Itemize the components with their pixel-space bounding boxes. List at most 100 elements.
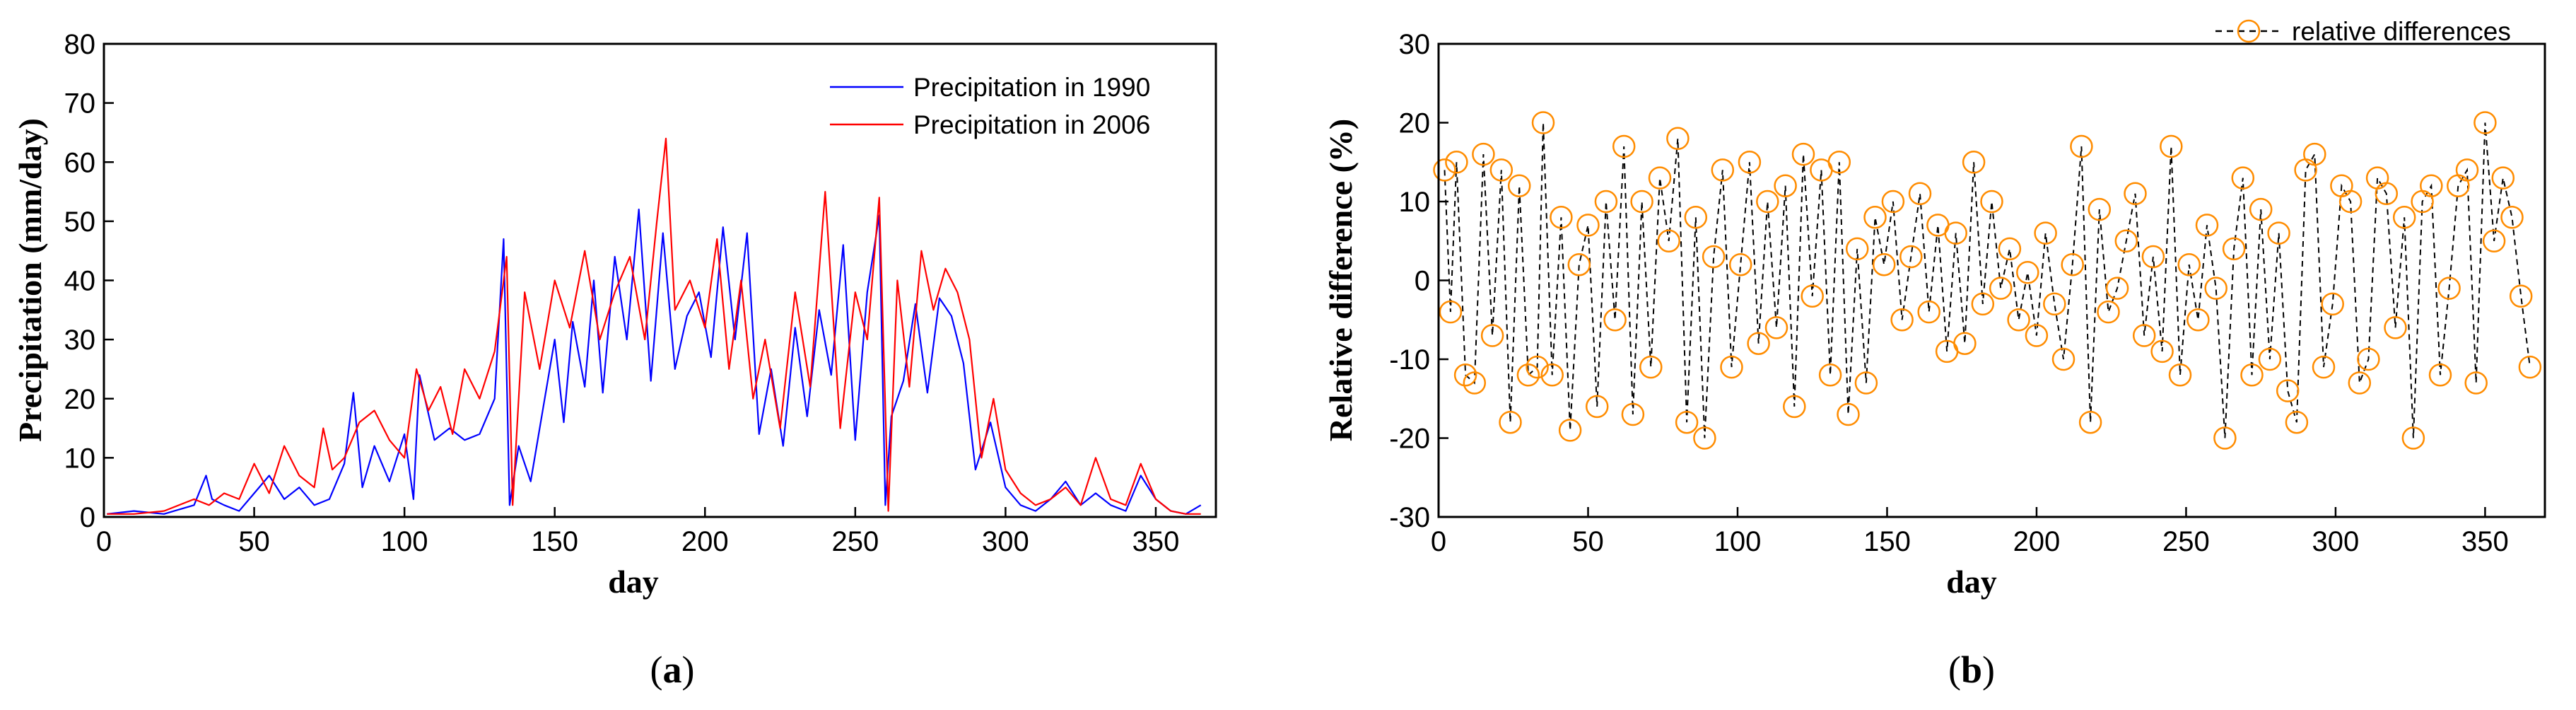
b-y-tick-label: 0 <box>1415 266 1430 297</box>
relative-difference-point <box>2267 221 2290 245</box>
b-tick-labels: 0 50 100 150 200 250 300 350 -30 -20 -10 0 10 20 30 <box>1389 29 2509 557</box>
relative-difference-point <box>1917 300 1940 324</box>
a-series-lines <box>107 137 1202 515</box>
b-panel-letter: b <box>1961 648 1982 691</box>
a-y-tick-label: 80 <box>64 29 96 60</box>
b-x-tick-label: 0 <box>1431 526 1446 557</box>
relative-difference-point <box>1881 190 1905 214</box>
relative-difference-point <box>2213 426 2237 450</box>
a-x-tick-label: 350 <box>1132 526 1180 557</box>
relative-difference-point <box>2043 292 2066 316</box>
relative-difference-point <box>1630 190 1653 214</box>
b-legend-swatch-marker <box>2237 19 2261 43</box>
relative-difference-point <box>1433 158 1456 182</box>
b-y-tick-label: 20 <box>1399 108 1431 139</box>
relative-difference-point <box>2491 166 2515 190</box>
relative-difference-point <box>2437 277 2461 300</box>
a-y-tick-label: 60 <box>64 147 96 178</box>
a-plot-frame <box>103 42 1217 518</box>
relative-difference-point <box>2088 197 2112 221</box>
relative-difference-chart: 0 50 100 150 200 250 300 350 -30 -20 -10 0 10 20 30 da… <box>1323 17 2546 691</box>
relative-difference-point <box>1666 127 1690 151</box>
relative-difference-point <box>1827 151 1851 174</box>
a-legend-label-1990: Precipitation in 1990 <box>913 73 1150 102</box>
relative-difference-point <box>1540 363 1564 387</box>
a-y-tick-label: 50 <box>64 206 96 238</box>
relative-difference-point <box>1675 410 1699 434</box>
a-legend-label-2006: Precipitation in 2006 <box>913 110 1150 139</box>
relative-difference-point <box>2078 410 2102 434</box>
b-plot-frame <box>1437 42 2546 518</box>
relative-difference-point <box>1728 252 1752 277</box>
relative-difference-point <box>1944 221 1967 245</box>
a-tick-labels: 0 50 100 150 200 250 300 350 0 10 20 30 40 50 60 70 80 <box>64 29 1180 557</box>
relative-difference-point <box>1756 190 1779 214</box>
relative-difference-point <box>2384 316 2407 339</box>
relative-difference-point <box>1453 363 1477 387</box>
relative-difference-point <box>1585 395 1609 419</box>
relative-difference-point <box>1980 190 2003 214</box>
relative-difference-point <box>1684 206 1708 229</box>
relative-difference-point <box>1953 332 1977 355</box>
b-y-tick-label: -10 <box>1389 344 1430 376</box>
b-panel-label: (b) <box>1948 648 1995 691</box>
relative-difference-point <box>2392 206 2416 229</box>
relative-difference-point <box>2509 284 2533 308</box>
relative-difference-point <box>1550 206 1573 229</box>
relative-difference-point <box>2007 308 2030 332</box>
relative-difference-point <box>1516 363 1540 387</box>
relative-difference-point <box>1693 426 1716 450</box>
relative-difference-point <box>2348 371 2372 395</box>
relative-difference-point <box>1702 245 1726 269</box>
relative-difference-point <box>2365 166 2389 190</box>
b-y-tick-label: -30 <box>1389 502 1430 533</box>
relative-difference-point <box>1576 214 1600 237</box>
relative-difference-point <box>1738 151 1762 174</box>
relative-difference-point <box>1526 355 1549 379</box>
relative-difference-point <box>2321 292 2344 316</box>
relative-difference-point <box>1818 363 1842 387</box>
relative-difference-point <box>2428 363 2452 387</box>
relative-difference-point <box>2124 182 2147 206</box>
b-x-tick-label: 100 <box>1714 526 1762 557</box>
relative-difference-point <box>2312 355 2336 379</box>
relative-difference-point <box>1558 419 1582 442</box>
relative-difference-point <box>2447 174 2470 197</box>
relative-difference-point <box>2186 308 2210 332</box>
relative-difference-point <box>1764 316 1788 339</box>
b-legend: relative differences <box>2215 17 2511 46</box>
relative-difference-point <box>1657 229 1680 253</box>
relative-difference-point <box>2195 214 2219 237</box>
relative-difference-point <box>2518 355 2542 379</box>
relative-difference-point <box>1567 252 1591 277</box>
relative-difference-point <box>1499 410 1522 434</box>
a-y-tick-label: 30 <box>64 325 96 356</box>
relative-difference-point <box>2141 245 2165 269</box>
b-y-axis-label: Relative difference (%) <box>1323 119 1359 441</box>
relative-difference-point <box>1507 174 1531 197</box>
a-x-axis-label: day <box>608 564 659 600</box>
b-x-tick-label: 200 <box>2013 526 2061 557</box>
b-x-tick-label: 300 <box>2312 526 2360 557</box>
relative-difference-point <box>2249 197 2273 221</box>
a-x-tick-label: 50 <box>238 526 270 557</box>
b-x-tick-label: 150 <box>1863 526 1911 557</box>
relative-difference-point <box>2338 190 2363 214</box>
b-x-tick-label: 350 <box>2461 526 2509 557</box>
b-x-tick-label: 250 <box>2162 526 2210 557</box>
relative-difference-point <box>1439 300 1463 324</box>
a-y-tick-label: 0 <box>80 502 95 533</box>
relative-difference-point <box>1845 237 1869 261</box>
relative-difference-point <box>1531 111 1555 134</box>
relative-difference-point <box>2303 142 2326 166</box>
a-y-tick-label: 40 <box>64 266 96 297</box>
relative-difference-point <box>2204 277 2227 300</box>
relative-difference-point <box>2016 261 2039 284</box>
relative-difference-point <box>2177 252 2201 277</box>
a-x-tick-label: 200 <box>681 526 729 557</box>
a-y-tick-label: 10 <box>64 443 96 474</box>
relative-difference-point <box>1720 355 1743 379</box>
relative-difference-point <box>1603 308 1627 332</box>
precipitation-chart: 0 50 100 150 200 250 300 350 0 10 20 30 40 50 60 70 80 d… <box>12 29 1217 691</box>
